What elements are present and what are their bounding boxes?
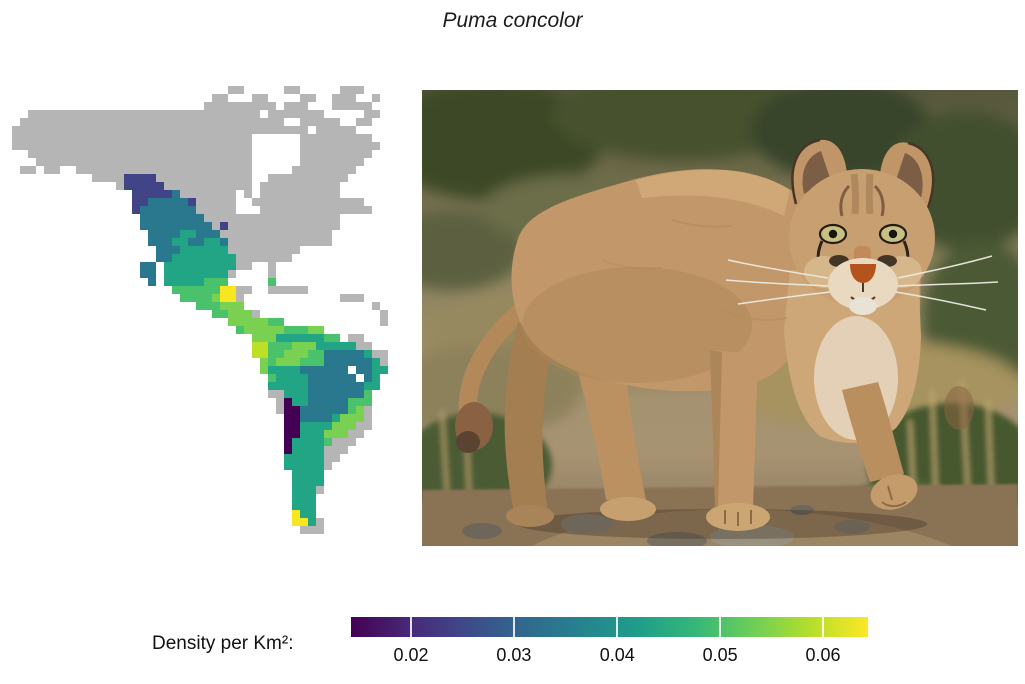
puma-figure xyxy=(455,138,999,531)
puma-leg-front-planted xyxy=(710,350,758,508)
density-map-canvas xyxy=(12,86,396,542)
legend-tick-mark xyxy=(822,617,825,637)
puma-whiskers xyxy=(725,255,999,311)
fur-texture xyxy=(601,219,788,321)
legend-tick-mark xyxy=(512,617,515,637)
figure-title: Puma concolor xyxy=(442,9,583,32)
species-photo-art xyxy=(422,90,1018,546)
legend-tick-label: 0.02 xyxy=(393,645,429,665)
legend-tick-label: 0.06 xyxy=(805,645,841,665)
density-legend: Density per Km²: 0.02 0.03 0.04 0.05 0.06 xyxy=(0,612,1025,682)
rocks xyxy=(462,505,870,546)
legend-tick-mark xyxy=(719,617,722,637)
legend-colorbar xyxy=(351,617,868,637)
legend-tick-label: 0.05 xyxy=(702,645,738,665)
puma-leg-hind-near xyxy=(578,372,646,500)
species-photo xyxy=(422,90,1018,546)
legend-tick-label: 0.04 xyxy=(599,645,635,665)
legend-tick-mark xyxy=(409,617,412,637)
puma-leg-hind-far xyxy=(504,322,554,512)
legend-label: Density per Km²: xyxy=(152,633,294,654)
puma-head xyxy=(725,138,999,315)
puma-nose xyxy=(850,264,876,283)
puma-body xyxy=(511,169,801,392)
legend-tick-label: 0.03 xyxy=(496,645,532,665)
puma-leg-front-lifted xyxy=(842,382,904,482)
legend-tick-mark xyxy=(616,617,619,637)
